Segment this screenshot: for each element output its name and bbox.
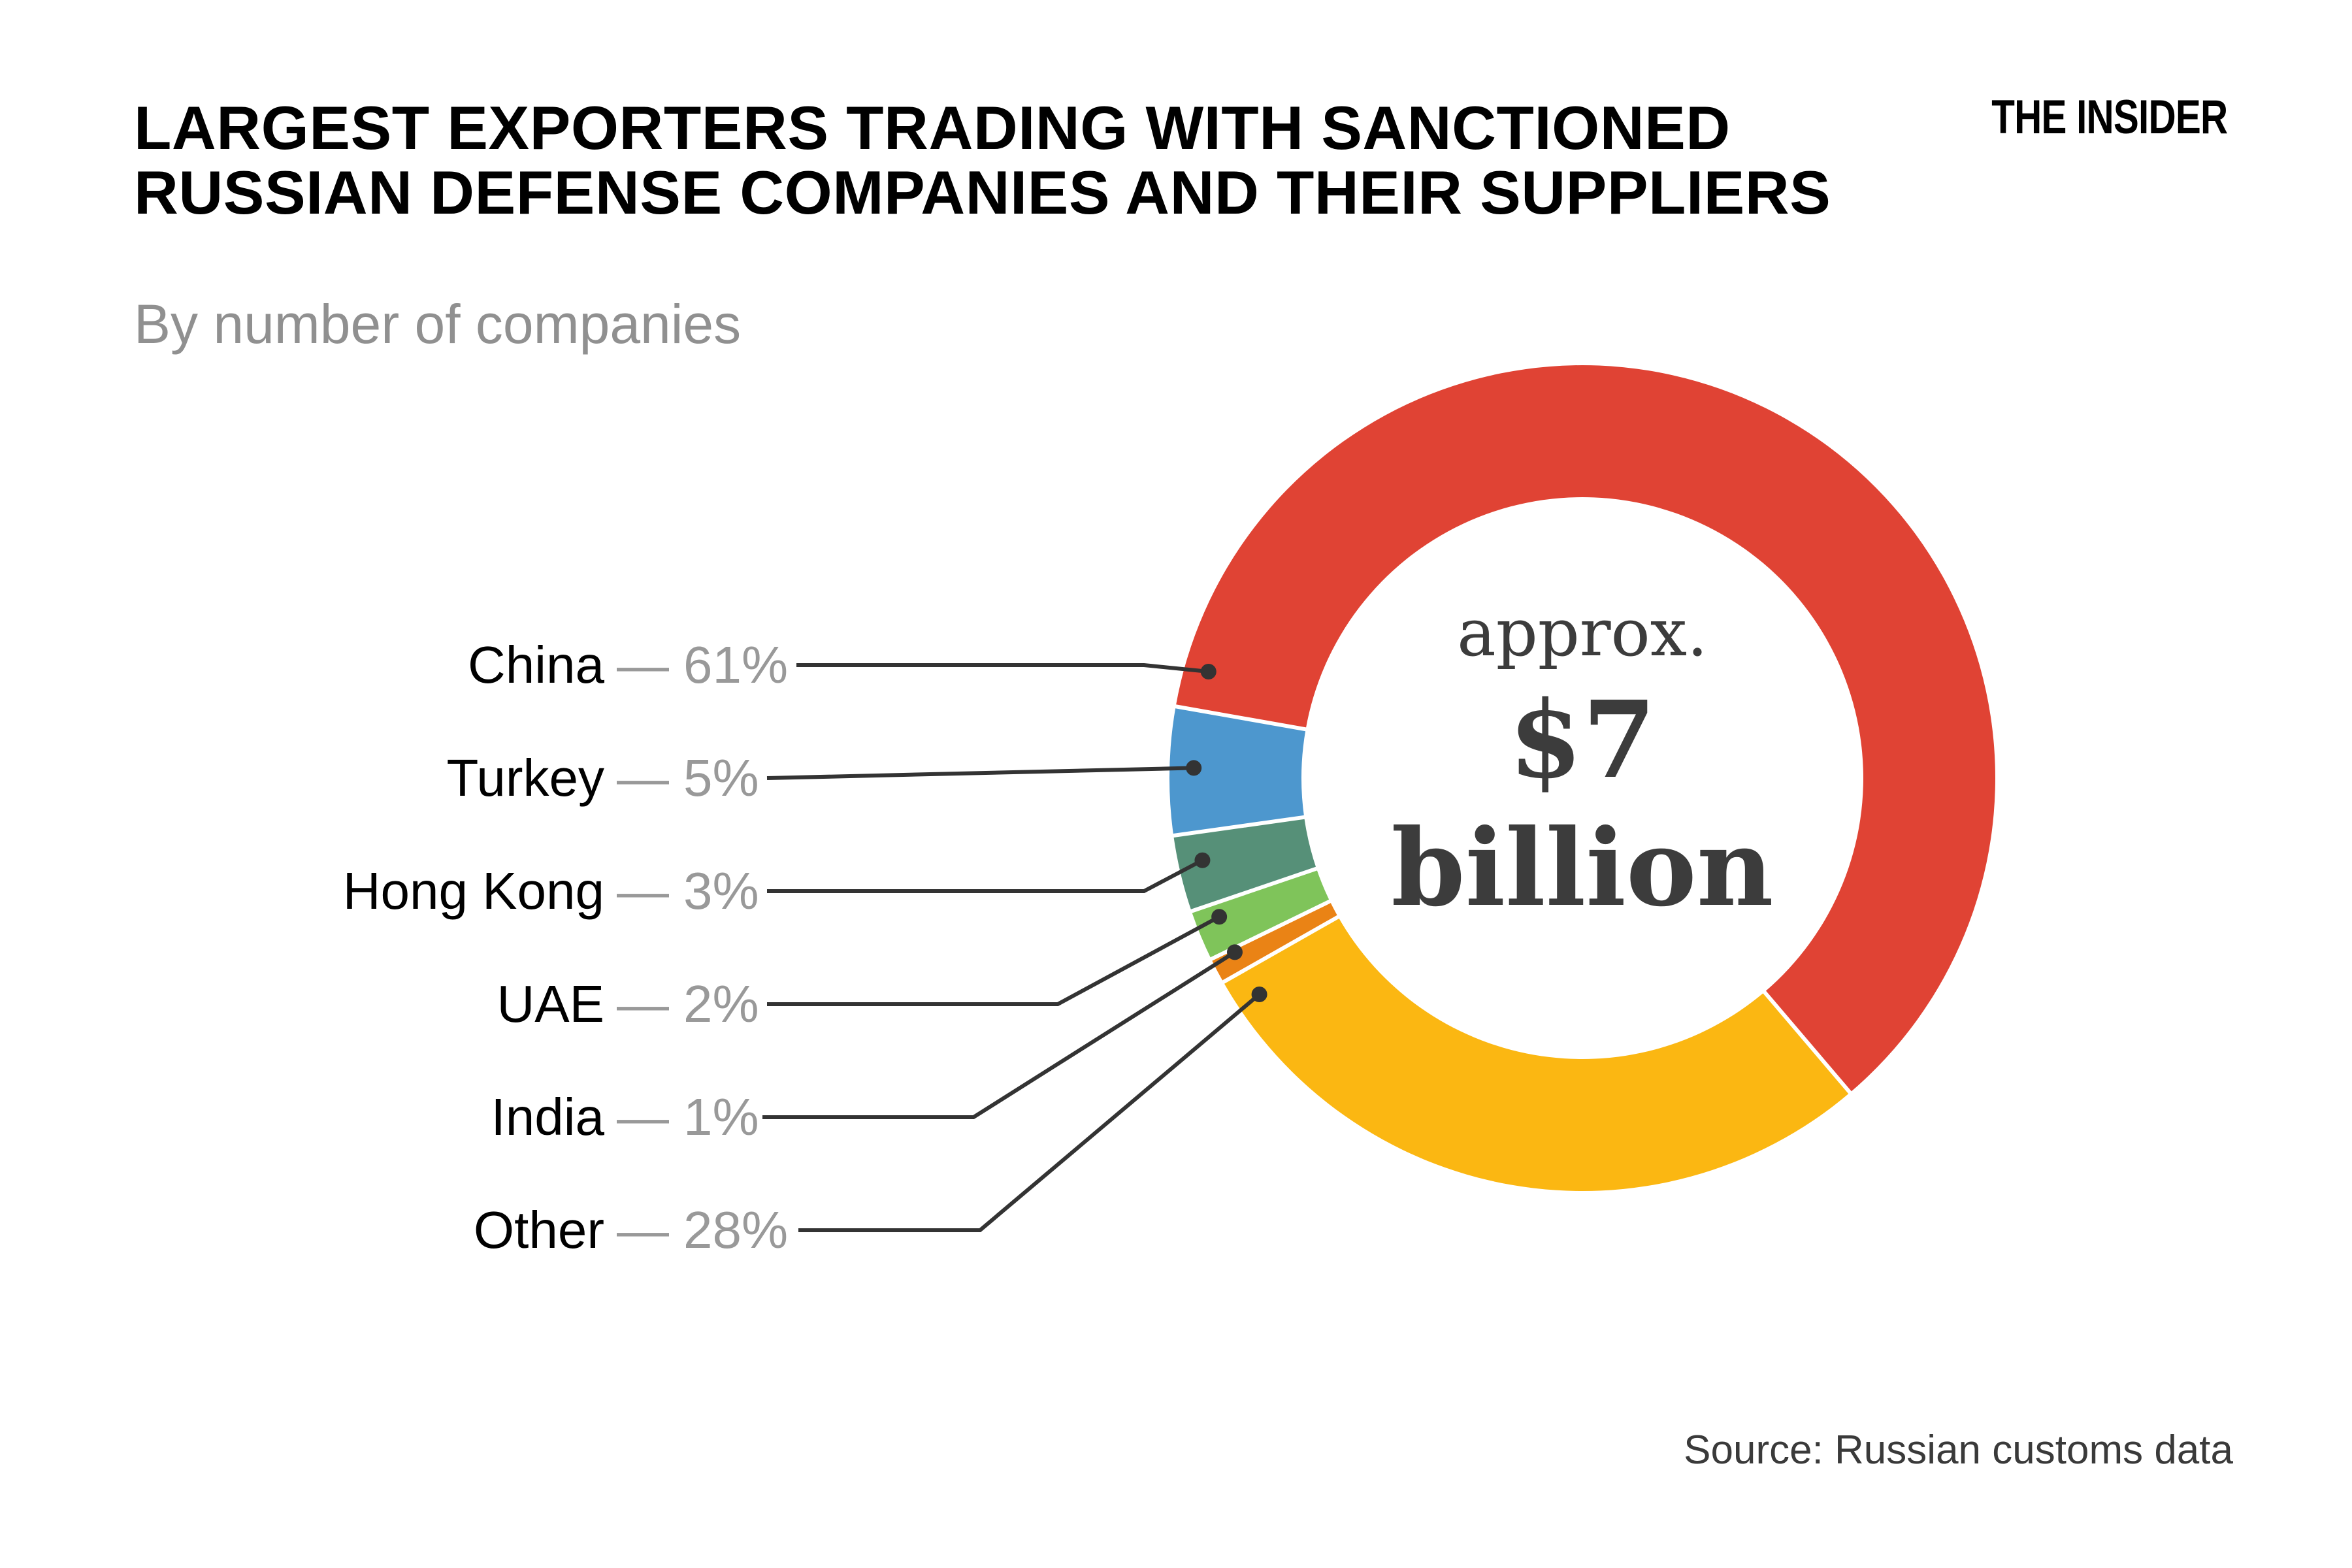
legend-row-turkey: Turkey —5%	[0, 749, 759, 807]
leader-dot-other	[1251, 986, 1267, 1002]
legend-value-india: 1%	[683, 1088, 759, 1146]
leader-dot-uae	[1211, 909, 1228, 925]
legend-dash: —	[617, 862, 669, 920]
legend-label-other: Other	[473, 1201, 604, 1259]
segment-separator	[1171, 815, 1307, 838]
donut-segment-hong-kong	[1173, 817, 1316, 911]
legend-value-other: 28%	[683, 1201, 789, 1259]
legend-label-uae: UAE	[497, 975, 605, 1033]
page-title-line1: LARGEST EXPORTERS TRADING WITH SANCTIONE…	[134, 93, 1731, 162]
donut-segment-uae	[1191, 868, 1330, 960]
legend-dash: —	[617, 1088, 669, 1146]
source-note: Source: Russian customs data	[1684, 1428, 2233, 1473]
legend-value-hong-kong: 3%	[683, 862, 759, 920]
donut-segment-india	[1211, 901, 1339, 983]
leader-dot-china	[1200, 663, 1217, 679]
legend-dash: —	[617, 975, 669, 1033]
leader-line-turkey	[766, 766, 1194, 780]
segment-separator	[1220, 914, 1341, 985]
legend-value-turkey: 5%	[683, 749, 759, 807]
leader-line-other	[798, 992, 1261, 1232]
leader-dot-india	[1226, 944, 1243, 960]
legend-label-turkey: Turkey	[446, 749, 604, 807]
leader-line-uae	[767, 915, 1220, 1006]
legend-row-uae: UAE —2%	[0, 975, 759, 1033]
legend-value-uae: 2%	[683, 975, 759, 1033]
legend-value-china: 61%	[683, 636, 789, 694]
leader-line-china	[796, 663, 1209, 674]
donut-segment-china	[1175, 365, 1995, 1093]
page-title-line2: RUSSIAN DEFENSE COMPANIES AND THEIR SUPP…	[134, 158, 1831, 227]
legend-label-india: India	[491, 1088, 604, 1146]
legend-row-india: India —1%	[0, 1088, 759, 1146]
legend-label-hong-kong: Hong Kong	[342, 862, 604, 920]
segment-separator	[1761, 989, 1853, 1096]
leader-line-india	[762, 950, 1236, 1119]
donut-segment-turkey	[1169, 706, 1306, 836]
legend-row-other: Other —28%	[0, 1201, 788, 1259]
donut-segment-other	[1223, 917, 1850, 1191]
legend-label-china: China	[467, 636, 604, 694]
leader-dot-turkey	[1186, 760, 1202, 776]
leader-dot-hong-kong	[1194, 852, 1211, 868]
legend-row-china: China —61%	[0, 636, 788, 694]
page-title: LARGEST EXPORTERS TRADING WITH SANCTIONE…	[134, 95, 1831, 225]
brand-logo: THE INSIDER	[1991, 91, 2228, 144]
legend-row-hong-kong: Hong Kong —3%	[0, 862, 759, 920]
legend-dash: —	[617, 749, 669, 807]
leader-line-hong-kong	[767, 858, 1203, 893]
segment-separator	[1173, 704, 1309, 732]
legend-dash: —	[617, 636, 669, 694]
chart-subtitle: By number of companies	[134, 293, 742, 355]
legend-dash: —	[617, 1201, 669, 1259]
segment-separator	[1188, 866, 1319, 914]
